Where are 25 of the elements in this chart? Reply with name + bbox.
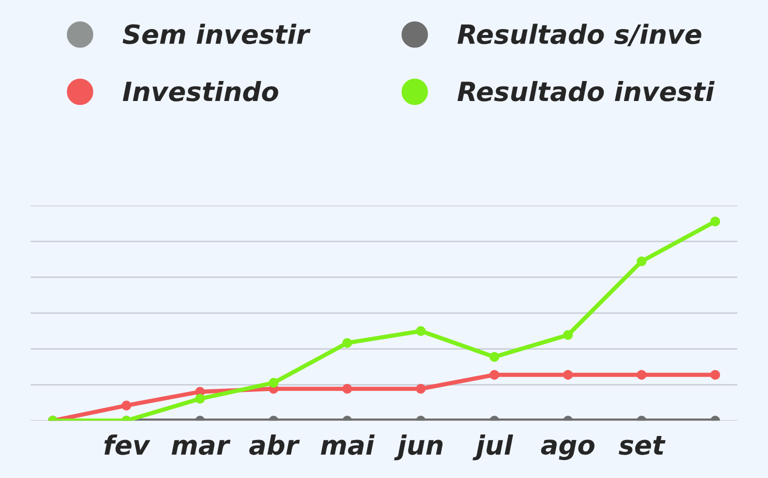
x-tick-label: set bbox=[618, 436, 666, 455]
point bbox=[416, 326, 426, 336]
point bbox=[342, 384, 352, 394]
legend-label: Sem investir bbox=[122, 24, 311, 44]
point bbox=[342, 338, 352, 348]
legend-label: Resultado s/inve bbox=[458, 24, 702, 46]
point bbox=[416, 384, 426, 394]
x-tick-label: ago bbox=[541, 440, 594, 460]
point bbox=[268, 378, 278, 388]
x-tick-label: mai bbox=[320, 434, 375, 455]
point bbox=[710, 370, 720, 380]
legend-label: Investindo bbox=[122, 80, 278, 102]
point bbox=[563, 370, 573, 380]
x-tick-label: mar bbox=[172, 440, 231, 455]
point bbox=[563, 330, 573, 340]
point bbox=[122, 400, 132, 410]
point bbox=[490, 352, 500, 362]
x-tick-label: jun bbox=[394, 434, 443, 460]
point bbox=[636, 370, 646, 380]
x-tick-label: jul bbox=[472, 434, 514, 460]
x-tick-label: fev bbox=[104, 434, 150, 455]
point bbox=[490, 370, 500, 380]
legend-label: Resultado investi bbox=[458, 80, 715, 102]
point bbox=[195, 394, 205, 404]
x-tick-label: abr bbox=[249, 434, 300, 455]
